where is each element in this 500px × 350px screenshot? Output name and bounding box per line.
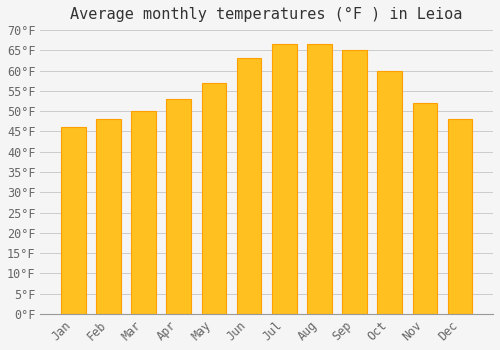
Bar	[61, 127, 86, 314]
Bar	[412, 103, 438, 314]
Bar	[237, 58, 262, 314]
Bar	[307, 44, 332, 314]
Bar	[202, 83, 226, 314]
Bar	[448, 119, 472, 314]
Bar	[166, 99, 191, 314]
Bar	[272, 44, 296, 314]
Bar	[342, 50, 367, 314]
Bar	[131, 111, 156, 314]
Title: Average monthly temperatures (°F ) in Leioa: Average monthly temperatures (°F ) in Le…	[70, 7, 463, 22]
Bar	[96, 119, 120, 314]
Bar	[378, 71, 402, 314]
